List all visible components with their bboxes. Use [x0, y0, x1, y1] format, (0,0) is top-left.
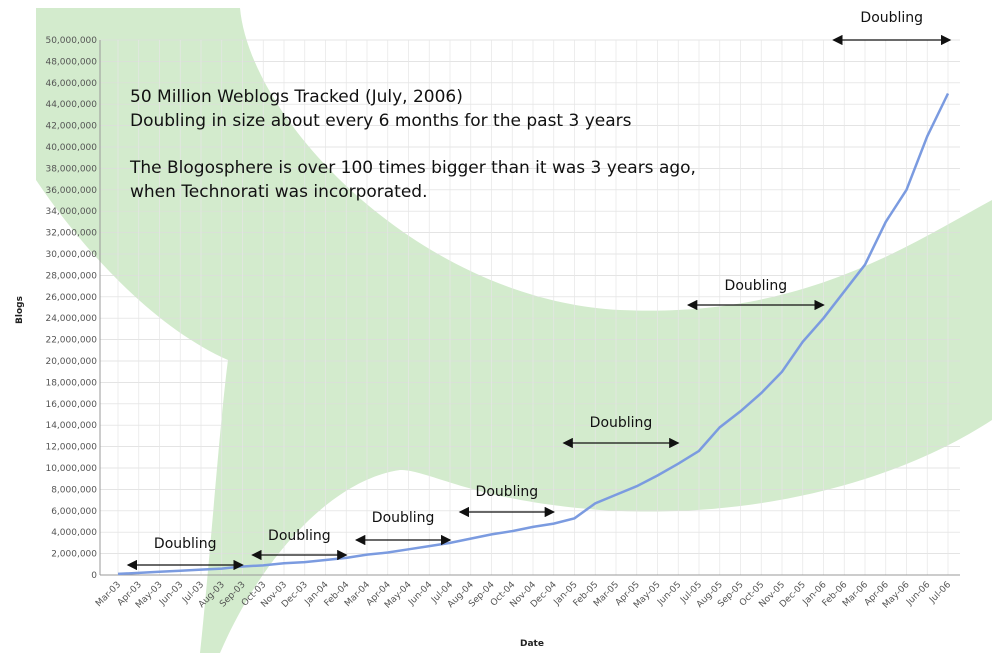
- y-tick-label: 6,000,000: [51, 507, 97, 517]
- doubling-label: Doubling: [372, 510, 435, 526]
- doubling-label: Doubling: [268, 528, 331, 544]
- doubling-label: Doubling: [725, 278, 788, 294]
- y-tick-label: 10,000,000: [45, 464, 97, 474]
- note-line: 50 Million Weblogs Tracked (July, 2006): [130, 87, 463, 107]
- y-tick-label: 2,000,000: [51, 550, 97, 560]
- y-tick-label: 46,000,000: [45, 79, 97, 89]
- chart: Blogs Date 0 2,000,000 4,000,000 6,000,000 8…: [0, 0, 992, 653]
- y-tick-label: 48,000,000: [45, 57, 97, 67]
- y-tick-label: 36,000,000: [45, 186, 97, 196]
- y-tick-label: 22,000,000: [45, 336, 97, 346]
- doubling-label: Doubling: [154, 536, 217, 552]
- doubling-label: Doubling: [860, 10, 923, 26]
- note-line: Doubling in size about every 6 months fo…: [130, 111, 632, 131]
- y-tick-label: 40,000,000: [45, 143, 97, 153]
- y-tick-label: 38,000,000: [45, 164, 97, 174]
- note-line: when Technorati was incorporated.: [130, 182, 428, 202]
- x-axis-title: Date: [520, 639, 544, 649]
- y-tick-label: 50,000,000: [45, 36, 97, 46]
- y-tick-label: 18,000,000: [45, 378, 97, 388]
- y-tick-label: 26,000,000: [45, 293, 97, 303]
- y-tick-label: 28,000,000: [45, 271, 97, 281]
- doubling-label: Doubling: [476, 484, 539, 500]
- y-axis-title: Blogs: [15, 296, 25, 324]
- doubling-label: Doubling: [590, 415, 653, 431]
- y-tick-label: 42,000,000: [45, 122, 97, 132]
- x-tick-label: Jul-06: [927, 580, 953, 606]
- y-tick-label: 44,000,000: [45, 100, 97, 110]
- note-line: The Blogosphere is over 100 times bigger…: [129, 158, 696, 178]
- y-tick-label: 20,000,000: [45, 357, 97, 367]
- y-tick-label: 14,000,000: [45, 421, 97, 431]
- y-tick-label: 24,000,000: [45, 314, 97, 324]
- y-tick-label: 34,000,000: [45, 207, 97, 217]
- y-tick-label: 16,000,000: [45, 400, 97, 410]
- y-tick-label: 12,000,000: [45, 443, 97, 453]
- y-tick-label: 4,000,000: [51, 528, 97, 538]
- y-tick-label: 32,000,000: [45, 229, 97, 239]
- y-tick-label: 30,000,000: [45, 250, 97, 260]
- y-tick-label: 0: [91, 571, 97, 581]
- y-tick-label: 8,000,000: [51, 485, 97, 495]
